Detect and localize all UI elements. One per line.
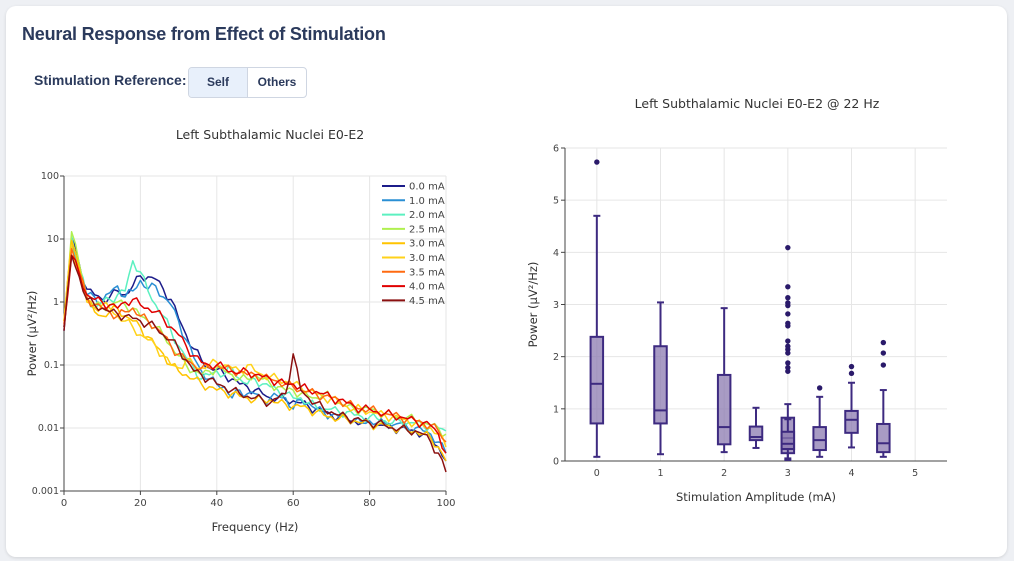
- box-0: [589, 159, 605, 458]
- y-tick-label: 6: [553, 144, 559, 155]
- box-iqr: [748, 425, 764, 442]
- stimulation-reference-toggle: Self Others: [188, 67, 307, 98]
- legend-label: 4.5 mA: [409, 296, 445, 307]
- legend-label: 3.0 mA: [409, 253, 445, 264]
- y-tick-label: 10: [47, 234, 59, 245]
- y-tick-label: 100: [41, 171, 59, 182]
- legend-label: 2.0 mA: [409, 210, 445, 221]
- outlier-point: [880, 362, 887, 368]
- y-tick-label: 3: [553, 300, 559, 311]
- outlier-point: [785, 302, 791, 309]
- outlier-point: [785, 350, 791, 356]
- series-line-3-5-mA: [63, 248, 447, 443]
- y-tick-label: 1: [53, 297, 59, 308]
- outlier-point: [785, 311, 791, 317]
- y-tick-label: 5: [553, 196, 559, 207]
- x-tick-label: 20: [134, 498, 147, 509]
- legend-label: 3.5 mA: [409, 267, 445, 278]
- x-axis-label: Stimulation Amplitude (mA): [676, 490, 836, 504]
- x-axis-label: Frequency (Hz): [212, 520, 299, 534]
- box-iqr: [780, 430, 796, 451]
- y-tick-label: 0.01: [38, 423, 59, 434]
- legend-label: 4.0 mA: [409, 282, 445, 293]
- y-tick-label: 0.001: [32, 486, 59, 497]
- outlier-point: [785, 368, 791, 374]
- series-line-3-0-mA: [63, 239, 447, 462]
- option-others-button[interactable]: Others: [257, 75, 297, 89]
- x-tick-label: 0: [594, 468, 600, 479]
- outlier-point: [785, 244, 791, 251]
- x-tick-label: 5: [912, 468, 918, 479]
- legend-label: 2.5 mA: [409, 224, 445, 235]
- x-tick-label: 3: [785, 468, 791, 479]
- box-iqr: [716, 373, 732, 446]
- outlier-point: [785, 323, 791, 329]
- outlier-point: [816, 385, 823, 391]
- legend-label: 0.0 mA: [409, 182, 445, 193]
- box-iqr: [844, 409, 859, 434]
- box-iqr: [812, 426, 827, 452]
- x-tick-label: 4: [848, 468, 854, 479]
- option-self-button[interactable]: Self: [189, 68, 248, 97]
- box-2.5: [748, 406, 764, 449]
- x-tick-label: 2: [721, 468, 727, 479]
- series-line-2-5-mA: [63, 231, 447, 438]
- legend-label: 1.0 mA: [409, 196, 445, 207]
- chart-title: Left Subthalamic Nuclei E0-E2 @ 22 Hz: [635, 96, 880, 111]
- outlier-point: [880, 339, 887, 346]
- outlier-point: [848, 363, 855, 370]
- outlier-point: [880, 350, 887, 356]
- box-2: [716, 307, 732, 454]
- chart-title: Left Subthalamic Nuclei E0-E2: [176, 127, 364, 142]
- x-tick-label: 100: [436, 498, 455, 509]
- box-iqr: [876, 422, 891, 454]
- series-line-4-5-mA: [63, 254, 447, 473]
- x-tick-label: 40: [210, 498, 223, 509]
- x-tick-label: 80: [363, 498, 376, 509]
- box-iqr: [589, 335, 605, 425]
- series-line-1-0-mA: [63, 241, 447, 454]
- box-4.5: [876, 339, 891, 458]
- y-axis-label: Power (μV²/Hz): [526, 262, 540, 348]
- outlier-point: [594, 159, 600, 165]
- box-4: [844, 363, 859, 449]
- outlier-point: [785, 284, 791, 290]
- y-tick-label: 0: [553, 457, 559, 468]
- series-group: [63, 231, 447, 473]
- box-1: [653, 301, 668, 456]
- legend-label: 3.0 mA: [409, 239, 445, 250]
- series-line-3-0-mA: [63, 244, 447, 448]
- y-tick-label: 2: [553, 352, 559, 363]
- outlier-point: [785, 360, 791, 366]
- series-line-2-0-mA: [63, 235, 447, 432]
- series-line-4-0-mA: [63, 254, 447, 454]
- x-tick-label: 60: [287, 498, 300, 509]
- outlier-point: [848, 370, 855, 377]
- x-tick-label: 0: [61, 498, 67, 509]
- outlier-point: [785, 295, 791, 301]
- stimulation-reference-label: Stimulation Reference:: [34, 72, 187, 88]
- page-title: Neural Response from Effect of Stimulati…: [22, 24, 386, 44]
- y-tick-label: 4: [553, 248, 559, 259]
- y-tick-label: 0.1: [44, 360, 59, 371]
- main-card: [6, 6, 1007, 557]
- y-tick-label: 1: [553, 404, 559, 415]
- box-3: [780, 418, 796, 460]
- x-tick-label: 1: [657, 468, 663, 479]
- outlier-point: [785, 338, 791, 344]
- box-iqr: [653, 345, 668, 425]
- y-axis-label: Power (μV²/Hz): [25, 291, 39, 377]
- box-3.5: [812, 385, 827, 458]
